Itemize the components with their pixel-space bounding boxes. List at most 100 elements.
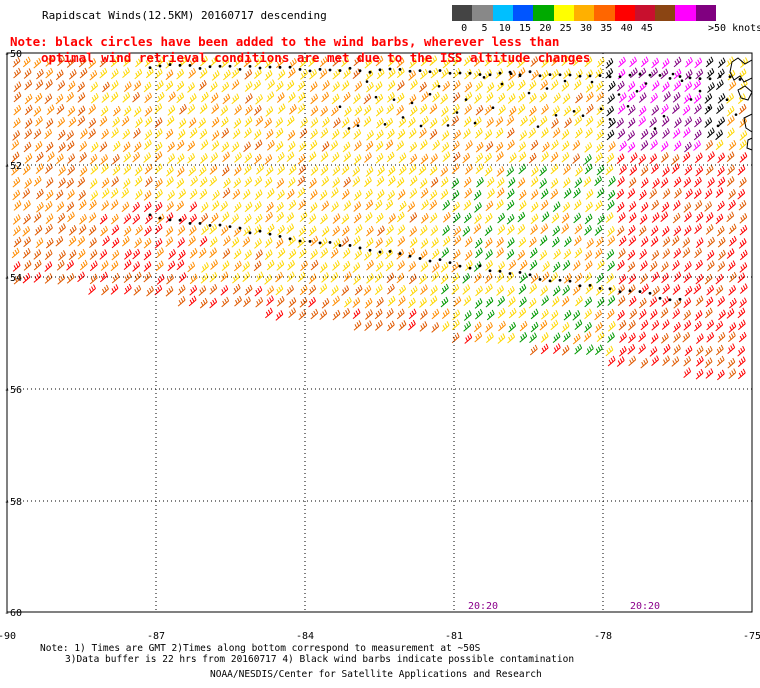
wind-barb [133,106,142,117]
wind-barb [495,199,504,210]
wind-barb [462,152,471,164]
wind-barb [552,343,561,354]
wind-barb [650,333,659,344]
wind-barb [419,139,428,150]
wind-barb [299,284,308,296]
wind-barb [506,285,515,297]
wind-barb [440,166,449,177]
wind-barb [211,140,220,151]
wind-barb [715,273,724,285]
wind-barb [297,175,306,187]
wind-barb [419,273,427,285]
wind-barb [431,322,440,333]
wind-barb [475,285,483,297]
wind-barb [277,189,285,201]
wind-barb [179,213,187,225]
wind-barb [387,190,396,201]
wind-barb [321,175,330,187]
wind-barb [684,81,693,92]
wind-barb [484,152,492,164]
wind-barb [695,237,704,248]
wind-barb [45,213,54,224]
wind-barb [409,188,418,199]
wind-barb [715,320,724,332]
wind-barb [331,129,340,140]
wind-barb [308,56,317,67]
wind-barb [583,331,592,342]
wind-barb [519,332,528,343]
wind-barb [673,248,682,259]
wind-barb [662,188,671,199]
wind-barb [254,238,262,249]
wind-barb [528,236,537,248]
wind-barb [341,285,350,296]
wind-barb [231,93,240,105]
wind-barb [429,55,438,66]
wind-barb [473,272,482,284]
wind-barb [143,81,152,93]
wind-barb [288,199,297,211]
wind-barb [167,105,176,116]
wind-barb [463,176,472,188]
wind-barb [123,164,132,175]
wind-barb [497,55,505,67]
wind-barb [431,308,440,320]
wind-barb [24,104,33,116]
wind-barb [143,249,152,261]
wind-barb [464,81,473,93]
wind-barb [519,272,528,284]
wind-barb [353,320,362,331]
wind-barb [619,332,627,343]
wind-barb [143,271,152,283]
wind-barb [66,177,74,189]
wind-barb [243,164,252,175]
wind-barb [529,332,537,344]
wind-barb [528,105,537,117]
wind-barb [24,153,33,164]
wind-barb [739,297,747,309]
wind-barb [638,343,646,355]
wind-barb [11,151,20,163]
wind-barb [300,260,308,271]
wind-barb [419,178,428,189]
wind-barb [386,103,395,115]
wind-barb [497,212,506,224]
wind-barb [353,201,362,212]
wind-barb [464,260,473,271]
wind-barb [584,308,592,320]
wind-barb [693,188,702,199]
wind-barb [695,211,704,223]
wind-barb [572,310,581,321]
wind-barb [618,56,626,68]
wind-barb [420,68,428,80]
wind-barb [561,81,570,92]
wind-barb [440,176,449,188]
wind-barb [694,247,702,259]
wind-barb [673,344,681,356]
wind-barb [585,201,593,213]
wind-barb [244,201,253,213]
legend-swatch [512,5,534,21]
wind-barb [638,308,647,320]
wind-barb [519,130,528,141]
wind-barb [288,307,297,318]
wind-barb [408,94,417,105]
wind-barb [255,249,263,260]
wind-barb [332,309,341,321]
wind-barb [189,247,198,259]
wind-barb [397,235,406,247]
wind-barb [57,116,66,128]
wind-barb [277,247,286,259]
wind-barb [596,164,605,176]
wind-barb [365,188,373,200]
wind-barb [485,200,494,212]
wind-barb [396,177,405,188]
wind-barb [430,67,439,79]
wind-barb [497,295,506,307]
wind-barb [387,56,396,67]
wind-barb [189,284,198,296]
wind-barb [111,224,120,236]
wind-barb [321,91,330,103]
wind-barb [627,130,636,141]
wind-barb [695,165,704,177]
